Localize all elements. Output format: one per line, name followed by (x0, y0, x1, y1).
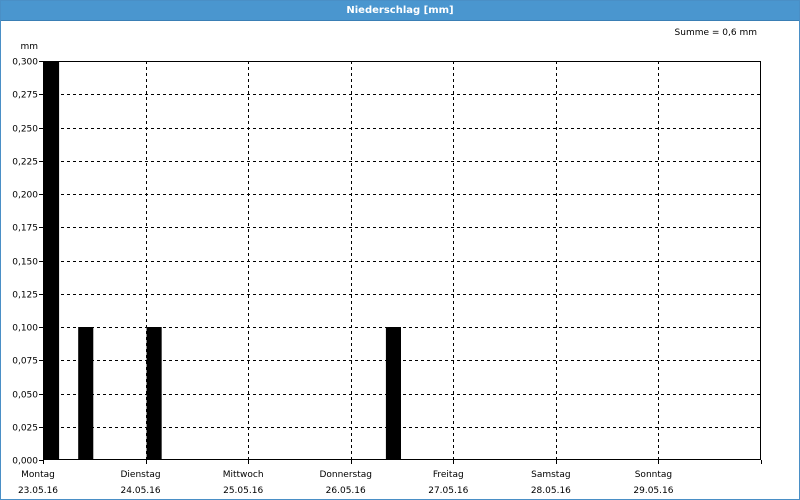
axis-layer (39, 61, 762, 464)
y-tick-label: 0,125 (12, 291, 38, 301)
x-tick-label-day: Sonntag (635, 470, 672, 480)
y-tick-label: 0,250 (12, 125, 38, 135)
x-tick-label-day: Mittwoch (223, 470, 264, 480)
y-tick-label: 0,025 (12, 424, 38, 434)
precipitation-bar (146, 327, 162, 460)
y-tick-label: 0,000 (12, 457, 38, 467)
y-tick-label: 0,075 (12, 357, 38, 367)
grid-layer (43, 61, 761, 460)
y-tick-label: 0,275 (12, 91, 38, 101)
plot-frame (43, 61, 761, 460)
x-tick-label-date: 29.05.16 (633, 486, 673, 496)
precipitation-bar (44, 61, 60, 460)
x-tick-label-date: 24.05.16 (121, 486, 161, 496)
x-tick-label-day: Freitag (433, 470, 464, 480)
precipitation-bar (78, 327, 94, 460)
y-tick-label: 0,100 (12, 324, 38, 334)
bar-layer (44, 61, 401, 460)
x-tick-label-date: 26.05.16 (326, 486, 366, 496)
x-tick-label-date: 28.05.16 (531, 486, 571, 496)
y-tick-label: 0,300 (12, 58, 38, 68)
precipitation-bar (385, 327, 401, 460)
y-tick-label: 0,150 (12, 258, 38, 268)
x-tick-label-day: Dienstag (121, 470, 161, 480)
y-axis-unit-label: mm (20, 42, 38, 52)
y-tick-label: 0,225 (12, 158, 38, 168)
x-tick-label-day: Donnerstag (319, 470, 372, 480)
x-tick-label-date: 27.05.16 (428, 486, 468, 496)
y-tick-label: 0,175 (12, 224, 38, 234)
y-tick-label: 0,050 (12, 391, 38, 401)
x-tick-label-date: 23.05.16 (18, 486, 58, 496)
x-tick-label-date: 25.05.16 (223, 486, 263, 496)
label-layer: 0,000 0,025 0,050 0,075 0,100 0,125 0,150 0,175… (12, 58, 674, 497)
x-tick-label-day: Samstag (531, 470, 570, 480)
y-tick-label: 0,200 (12, 191, 38, 201)
window-title: Niederschlag [mm] (1, 1, 799, 21)
x-tick-label-day: Montag (21, 470, 55, 480)
summary-text: Summe = 0,6 mm (675, 28, 757, 38)
